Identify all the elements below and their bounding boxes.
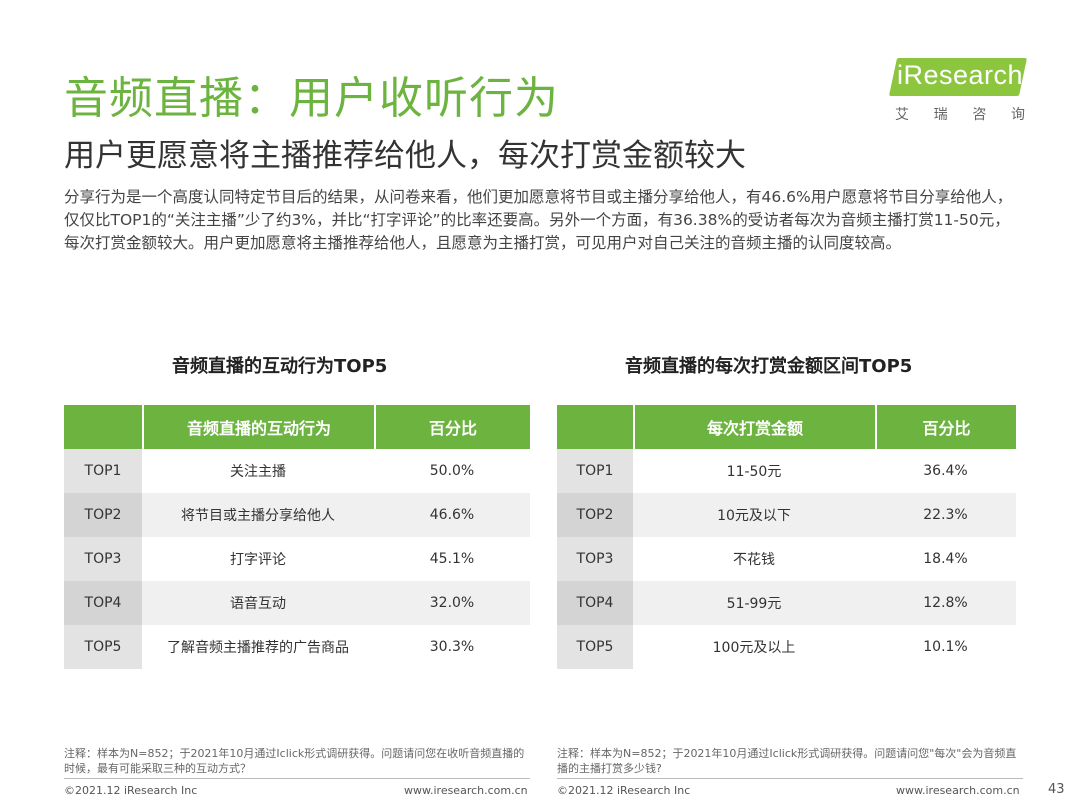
percent-cell: 18.4% <box>923 551 968 567</box>
page-title: 音频直播：用户收听行为 <box>64 73 559 124</box>
footer-divider <box>64 778 530 779</box>
behavior-cell: 将节目或主播分享给他人 <box>142 493 374 537</box>
amount-cell: 不花钱 <box>733 552 775 568</box>
footer-website: www.iresearch.com.cn <box>896 784 1020 797</box>
logo-char: 瑞 <box>933 107 948 123</box>
rank-cell: TOP1 <box>64 449 142 493</box>
rank-cell: TOP1 <box>557 449 633 493</box>
table-row: TOP4 51-99元 12.8% <box>557 581 1016 625</box>
table-header-row: 音频直播的互动行为 百分比 <box>64 405 530 449</box>
rank-cell: TOP5 <box>64 625 142 669</box>
header-amount: 每次打赏金额 <box>633 405 875 449</box>
behavior-cell: 了解音频主播推荐的广告商品 <box>167 640 349 656</box>
left-table-title: 音频直播的互动行为TOP5 <box>172 356 388 377</box>
rank-cell: TOP2 <box>557 493 633 537</box>
rank-cell: TOP2 <box>64 493 142 537</box>
right-table-note: 注释：样本为N=852；于2021年10月通过Iclick形式调研获得。问题请问… <box>557 747 1017 775</box>
behavior-cell: 语音互动 <box>142 581 374 625</box>
left-table-note: 注释：样本为N=852；于2021年10月通过Iclick形式调研获得。问题请问… <box>64 747 525 775</box>
table-row: TOP2 10元及以下 22.3% <box>557 493 1016 537</box>
percent-cell: 12.8% <box>875 581 1016 625</box>
logo-char: 咨 <box>972 107 987 123</box>
percent-cell: 50.0% <box>429 463 475 479</box>
behavior-cell: 关注主播 <box>230 464 286 480</box>
rank-cell: TOP4 <box>64 581 142 625</box>
percent-cell: 36.4% <box>923 463 968 479</box>
page-subtitle: 用户更愿意将主播推荐给他人，每次打赏金额较大 <box>64 138 746 174</box>
table-row: TOP3 不花钱 18.4% <box>557 537 1016 581</box>
rank-cell: TOP5 <box>557 625 633 669</box>
logo-char: 艾 <box>895 107 909 123</box>
table-row: TOP3 打字评论 45.1% <box>64 537 530 581</box>
header-rank <box>557 405 633 449</box>
footer-copyright: ©2021.12 iResearch Inc <box>557 784 691 797</box>
page-number: 43 <box>1048 782 1065 797</box>
header-percent: 百分比 <box>374 405 530 449</box>
percent-cell: 30.3% <box>429 639 475 655</box>
rank-cell: TOP3 <box>557 537 633 581</box>
percent-cell: 45.1% <box>429 551 475 567</box>
table-header-row: 每次打赏金额 百分比 <box>557 405 1016 449</box>
header-behavior: 音频直播的互动行为 <box>142 405 374 449</box>
table-row: TOP1 关注主播 50.0% <box>64 449 530 493</box>
table-row: TOP1 11-50元 36.4% <box>557 449 1016 493</box>
footer-copyright: ©2021.12 iResearch Inc <box>64 784 198 797</box>
percent-cell: 46.6% <box>374 493 530 537</box>
footer-divider <box>557 778 1023 779</box>
rank-cell: TOP3 <box>64 537 142 581</box>
percent-cell: 22.3% <box>875 493 1016 537</box>
header-percent: 百分比 <box>875 405 1016 449</box>
tipping-table: 每次打赏金额 百分比 TOP1 11-50元 36.4% TOP2 10元及以下… <box>557 405 1016 669</box>
amount-cell: 100元及以上 <box>712 640 796 656</box>
behavior-cell: 打字评论 <box>230 552 286 568</box>
footer-website: www.iresearch.com.cn <box>404 784 528 797</box>
rank-cell: TOP4 <box>557 581 633 625</box>
table-row: TOP2 将节目或主播分享给他人 46.6% <box>64 493 530 537</box>
logo-text: iResearch <box>897 60 1024 90</box>
amount-cell: 51-99元 <box>633 581 875 625</box>
table-row: TOP5 了解音频主播推荐的广告商品 30.3% <box>64 625 530 669</box>
header-rank <box>64 405 142 449</box>
right-table-title: 音频直播的每次打赏金额区间TOP5 <box>625 356 913 377</box>
amount-cell: 10元及以下 <box>633 493 875 537</box>
iresearch-logo: iResearch 艾 瑞 咨 询 <box>888 56 1033 126</box>
amount-cell: 11-50元 <box>726 464 782 480</box>
intro-paragraph: 分享行为是一个高度认同特定节目后的结果，从问卷来看，他们更加愿意将节目或主播分享… <box>64 188 1013 252</box>
percent-cell: 32.0% <box>374 581 530 625</box>
percent-cell: 10.1% <box>923 639 968 655</box>
table-row: TOP5 100元及以上 10.1% <box>557 625 1016 669</box>
interaction-table: 音频直播的互动行为 百分比 TOP1 关注主播 50.0% TOP2 将节目或主… <box>64 405 530 669</box>
table-row: TOP4 语音互动 32.0% <box>64 581 530 625</box>
logo-char: 询 <box>1010 107 1025 123</box>
logo-chinese-name: 艾 瑞 咨 询 <box>895 104 1025 124</box>
